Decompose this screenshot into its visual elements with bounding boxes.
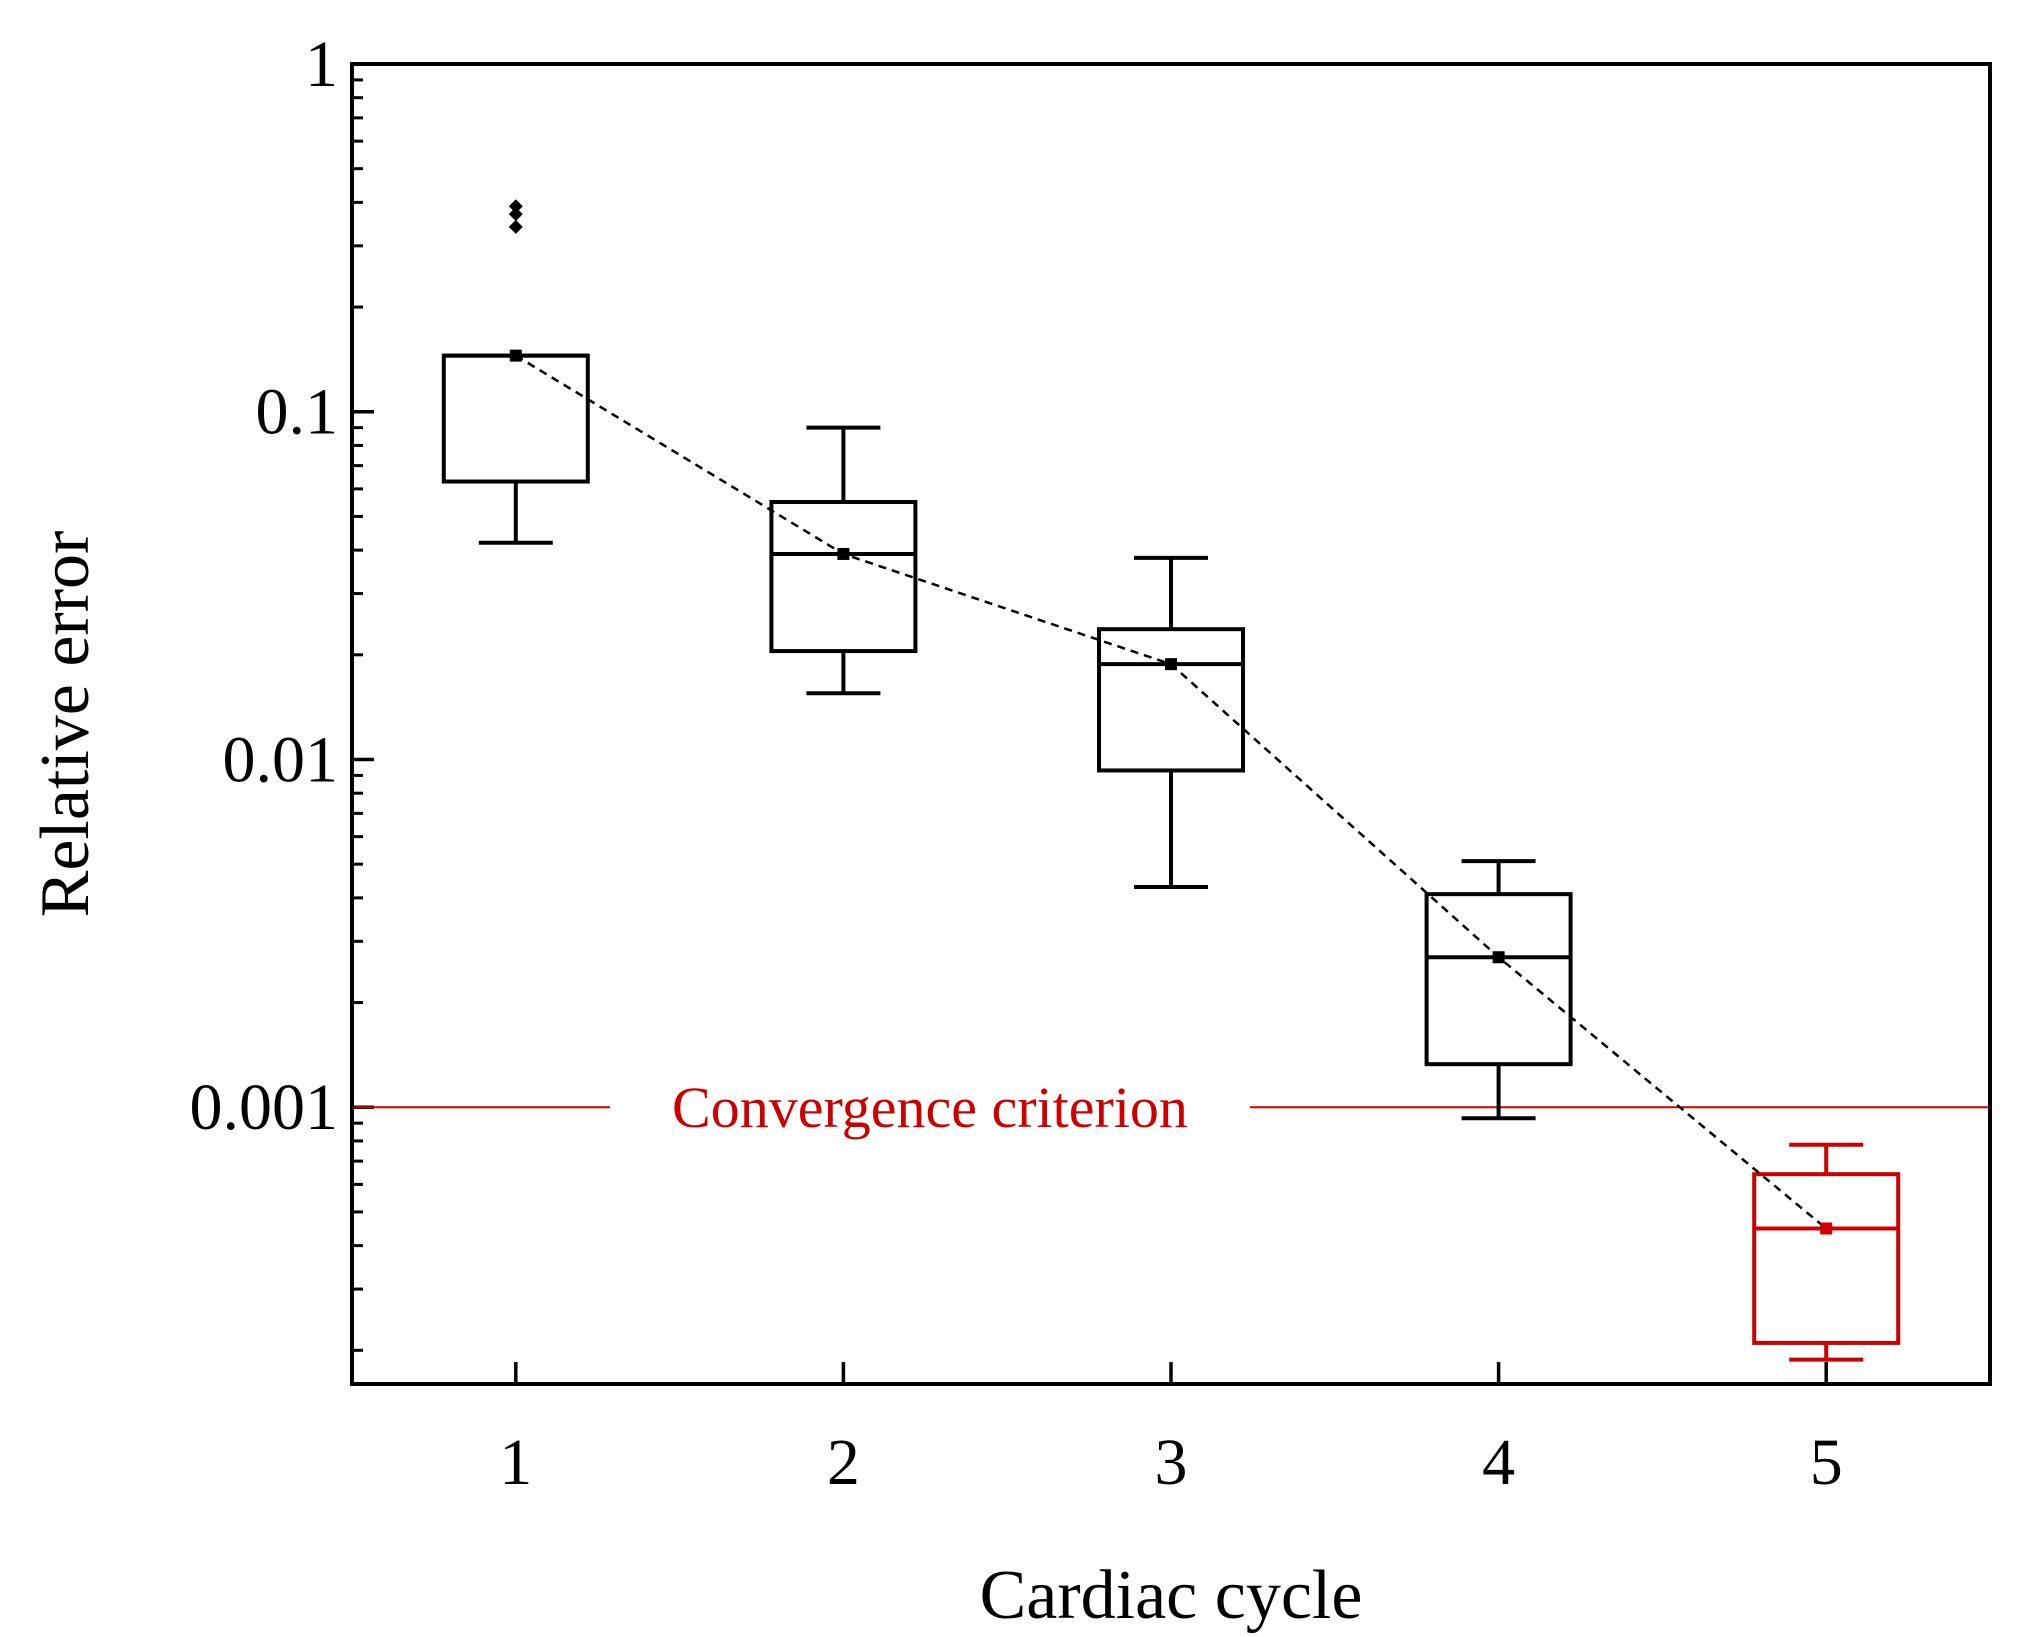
mean-markers [509,349,1833,1235]
box-cycle-5 [1752,1142,1901,1362]
mean-marker [837,547,850,560]
mean-marker [1492,951,1505,964]
convergence-criterion-label: Convergence criterion [672,1075,1188,1140]
y-axis-label: Relative error [27,531,104,918]
y-tick-label: 0.1 [256,376,339,449]
outlier-point [508,219,523,234]
box-series [441,199,1901,1362]
x-tick-label: 4 [1482,1426,1515,1499]
box-iqr [769,500,918,654]
x-ticks: 1 2 3 4 5 [499,1362,1843,1499]
mean-marker [509,349,522,362]
x-tick-label: 3 [1155,1426,1188,1499]
plot-frame [350,62,1992,1386]
mean-marker [1820,1222,1833,1235]
box-iqr [441,353,590,484]
box-iqr [1097,627,1245,773]
x-tick-label: 5 [1810,1426,1843,1499]
box-cycle-2 [769,425,918,696]
y-tick-label: 0.001 [190,1071,339,1144]
mean-marker [1165,658,1177,671]
outlier-point [508,207,523,222]
box-cycle-4 [1424,859,1573,1121]
box-cycle-3 [1097,555,1245,889]
x-axis-label: Cardiac cycle [980,1557,1363,1634]
x-tick-label: 1 [499,1426,532,1499]
y-tick-label: 1 [305,28,338,101]
y-tick-label: 0.01 [223,723,339,796]
y-major-ticks: 0.001 0.01 0.1 1 [190,28,374,1144]
x-tick-label: 2 [827,1426,860,1499]
box-iqr [1752,1172,1901,1345]
box-iqr [1424,892,1573,1067]
outlier-point [508,199,523,214]
box-cycle-1 [441,199,590,545]
